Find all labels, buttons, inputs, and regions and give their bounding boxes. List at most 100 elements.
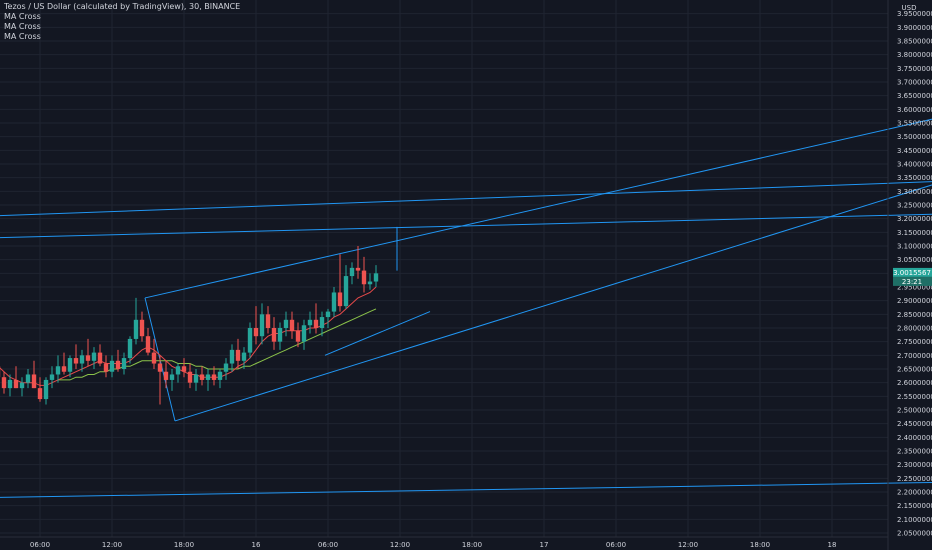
candle[interactable] xyxy=(181,358,187,378)
trendline-upper-channel[interactable] xyxy=(144,60,932,299)
candle[interactable] xyxy=(361,256,367,293)
candle[interactable] xyxy=(295,322,301,348)
candle[interactable] xyxy=(55,355,61,383)
candle[interactable] xyxy=(253,306,259,345)
candle[interactable] xyxy=(97,344,103,367)
candle[interactable] xyxy=(121,352,127,375)
candle[interactable] xyxy=(91,347,97,369)
time-axis[interactable]: 06:00 12:00 18:00 16 06:00 12:00 18:00 17 06:00 1… xyxy=(30,541,837,549)
candle[interactable] xyxy=(145,328,151,356)
trendline-horizontal-middle[interactable] xyxy=(0,208,932,239)
x-tick-label: 06:00 xyxy=(606,541,626,549)
candle-body xyxy=(79,355,85,364)
candle[interactable] xyxy=(163,360,169,389)
candle[interactable] xyxy=(25,369,31,389)
candle[interactable] xyxy=(37,377,43,402)
candle[interactable] xyxy=(325,308,331,328)
candle[interactable] xyxy=(151,338,157,369)
chart-legend: Tezos / US Dollar (calculated by Trading… xyxy=(4,2,240,42)
last-price-marker: 3.0015567 23:21 xyxy=(893,267,932,286)
candle[interactable] xyxy=(49,366,55,389)
candle[interactable] xyxy=(139,311,145,342)
y-tick-label: 2.4000000 xyxy=(897,434,932,442)
y-tick-label: 3.5500000 xyxy=(897,120,932,128)
candle[interactable] xyxy=(349,262,355,285)
candle[interactable] xyxy=(175,363,181,383)
candle[interactable] xyxy=(217,369,223,389)
candle[interactable] xyxy=(211,366,217,386)
candle[interactable] xyxy=(301,319,307,350)
candle[interactable] xyxy=(127,336,133,364)
candle[interactable] xyxy=(235,338,241,369)
candle-body xyxy=(163,371,169,380)
y-tick-label: 3.1000000 xyxy=(897,243,932,251)
candle[interactable] xyxy=(7,374,13,397)
candle[interactable] xyxy=(373,265,379,287)
candle[interactable] xyxy=(241,347,247,369)
candle[interactable] xyxy=(355,246,361,279)
trendline-support-line[interactable] xyxy=(324,311,431,356)
candle[interactable] xyxy=(103,355,109,378)
candle[interactable] xyxy=(187,363,193,389)
trendline-lower-channel[interactable] xyxy=(174,104,932,422)
candle[interactable] xyxy=(43,377,49,405)
candle[interactable] xyxy=(319,311,325,337)
y-tick-label: 2.3000000 xyxy=(897,461,932,469)
trendlines[interactable] xyxy=(0,60,932,498)
indicator-ma-cross-2[interactable]: MA Cross xyxy=(4,22,41,31)
y-tick-label: 2.2500000 xyxy=(897,475,932,483)
candle[interactable] xyxy=(169,369,175,391)
candle[interactable] xyxy=(307,311,313,334)
candle[interactable] xyxy=(367,273,373,290)
candle[interactable] xyxy=(79,349,85,372)
candle[interactable] xyxy=(205,369,211,391)
trendline-horizontal-lower[interactable] xyxy=(0,478,932,498)
candle[interactable] xyxy=(1,371,7,394)
candle[interactable] xyxy=(271,317,277,350)
price-axis[interactable]: 2.0500000 2.1000000 2.1500000 2.2000000 2.25… xyxy=(897,10,932,537)
candle-body xyxy=(67,358,73,372)
y-tick-label: 3.0500000 xyxy=(897,256,932,264)
candle[interactable] xyxy=(247,322,253,359)
candle[interactable] xyxy=(337,254,343,312)
last-price-box xyxy=(893,267,932,277)
y-tick-label: 3.2000000 xyxy=(897,215,932,223)
candle[interactable] xyxy=(229,344,235,372)
y-tick-label: 3.8500000 xyxy=(897,38,932,46)
y-tick-label: 2.5500000 xyxy=(897,393,932,401)
candle[interactable] xyxy=(133,297,139,345)
candle-body xyxy=(37,388,43,400)
candle[interactable] xyxy=(109,355,115,378)
indicator-ma-cross-3[interactable]: MA Cross xyxy=(4,32,41,41)
candle[interactable] xyxy=(19,377,25,397)
candle[interactable] xyxy=(73,344,79,369)
candle[interactable] xyxy=(343,265,349,309)
candle[interactable] xyxy=(313,303,319,334)
candle-body xyxy=(211,374,217,380)
candlesticks[interactable] xyxy=(0,246,379,405)
candle[interactable] xyxy=(223,358,229,380)
candle[interactable] xyxy=(193,369,199,391)
candle[interactable] xyxy=(259,303,265,345)
trendline-horizontal-upper[interactable] xyxy=(0,172,932,217)
candle[interactable] xyxy=(283,311,289,337)
candle[interactable] xyxy=(331,287,337,318)
candle[interactable] xyxy=(277,322,283,350)
y-tick-label: 3.8000000 xyxy=(897,51,932,59)
indicator-ma-cross-1[interactable]: MA Cross xyxy=(4,12,41,21)
candle[interactable] xyxy=(115,349,121,372)
x-tick-label: 18 xyxy=(828,541,837,549)
candle[interactable] xyxy=(157,355,163,405)
candle[interactable] xyxy=(67,355,73,378)
candle[interactable] xyxy=(265,306,271,334)
candle[interactable] xyxy=(85,338,91,367)
candle[interactable] xyxy=(61,352,67,375)
candle[interactable] xyxy=(13,366,19,389)
symbol-title[interactable]: Tezos / US Dollar (calculated by Trading… xyxy=(4,2,241,11)
candle-body xyxy=(187,371,193,383)
y-tick-label: 2.7000000 xyxy=(897,352,932,360)
candle[interactable] xyxy=(199,366,205,386)
candle[interactable] xyxy=(31,360,37,389)
candle[interactable] xyxy=(289,311,295,339)
